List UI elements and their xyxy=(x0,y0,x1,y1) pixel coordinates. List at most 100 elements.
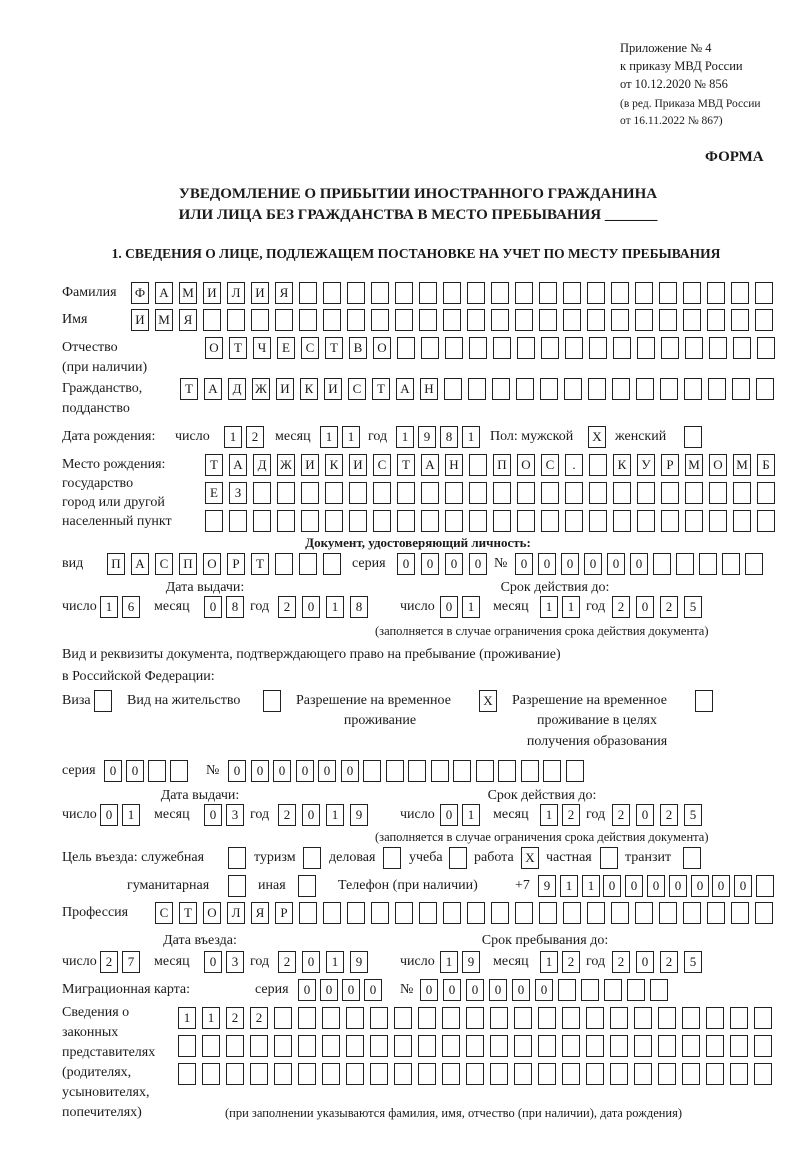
cell-birthplace-1[interactable]: А xyxy=(229,454,247,476)
cell-birthplace-2[interactable] xyxy=(637,482,655,504)
cell-permit-exp-month[interactable]: 2 xyxy=(562,804,580,826)
cell-reps-2[interactable] xyxy=(562,1035,580,1057)
cell-reps-3[interactable] xyxy=(754,1063,772,1085)
cell-reps-3[interactable] xyxy=(274,1063,292,1085)
cell-birthplace-2[interactable] xyxy=(565,482,583,504)
cell-entry-year[interactable]: 2 xyxy=(278,951,296,973)
cell-mig-series[interactable]: 0 xyxy=(364,979,382,1001)
cell-reps-1[interactable] xyxy=(298,1007,316,1029)
cell-profession[interactable] xyxy=(299,902,317,924)
cell-reps-3[interactable] xyxy=(706,1063,724,1085)
cell-doc-kind[interactable]: Т xyxy=(251,553,269,575)
cell-surname[interactable]: М xyxy=(179,282,197,304)
cell-reps-1[interactable] xyxy=(370,1007,388,1029)
cell-doc-number[interactable] xyxy=(699,553,717,575)
cell-reps-1[interactable] xyxy=(754,1007,772,1029)
cell-name[interactable] xyxy=(755,309,773,331)
cell-citizenship[interactable] xyxy=(708,378,726,400)
cell-reps-1[interactable] xyxy=(346,1007,364,1029)
cell-reps-1[interactable] xyxy=(658,1007,676,1029)
cell-citizenship[interactable]: Д xyxy=(228,378,246,400)
cell-name[interactable]: И xyxy=(131,309,149,331)
cell-doc-kind[interactable]: П xyxy=(107,553,125,575)
cell-surname[interactable] xyxy=(659,282,677,304)
cell-name[interactable] xyxy=(203,309,221,331)
cell-birthplace-1[interactable]: М xyxy=(685,454,703,476)
cell-mig-series[interactable]: 0 xyxy=(298,979,316,1001)
cell-reps-3[interactable] xyxy=(202,1063,220,1085)
cell-birthplace-1[interactable]: И xyxy=(301,454,319,476)
cell-entry-year[interactable]: 9 xyxy=(350,951,368,973)
cell-reps-3[interactable] xyxy=(634,1063,652,1085)
cell-birthplace-2[interactable] xyxy=(253,482,271,504)
cell-name[interactable] xyxy=(395,309,413,331)
cell-birthplace-3[interactable] xyxy=(421,510,439,532)
cell-birthplace-1[interactable]: Ж xyxy=(277,454,295,476)
cell-name[interactable] xyxy=(515,309,533,331)
checkbox-purpose-private[interactable] xyxy=(600,847,618,869)
cell-surname[interactable] xyxy=(563,282,581,304)
cell-surname[interactable] xyxy=(683,282,701,304)
checkbox-sex-female[interactable] xyxy=(684,426,702,448)
cell-reps-2[interactable] xyxy=(178,1035,196,1057)
cell-citizenship[interactable] xyxy=(468,378,486,400)
cell-surname[interactable] xyxy=(731,282,749,304)
cell-reps-3[interactable] xyxy=(610,1063,628,1085)
cell-doc-issue-day[interactable]: 6 xyxy=(122,596,140,618)
cell-name[interactable] xyxy=(587,309,605,331)
cell-birthplace-2[interactable] xyxy=(733,482,751,504)
cell-permit-number[interactable] xyxy=(476,760,494,782)
cell-birthplace-1[interactable]: К xyxy=(325,454,343,476)
cell-birthplace-2[interactable]: Е xyxy=(205,482,223,504)
cell-phone[interactable]: 0 xyxy=(691,875,709,897)
cell-profession[interactable] xyxy=(491,902,509,924)
cell-citizenship[interactable] xyxy=(444,378,462,400)
cell-doc-number[interactable]: 0 xyxy=(538,553,556,575)
checkbox-purpose-study[interactable] xyxy=(449,847,467,869)
cell-reps-2[interactable] xyxy=(346,1035,364,1057)
cell-citizenship[interactable]: К xyxy=(300,378,318,400)
cell-permit-number[interactable] xyxy=(386,760,404,782)
cell-doc-number[interactable] xyxy=(676,553,694,575)
cell-stay-year[interactable]: 5 xyxy=(684,951,702,973)
cell-doc-exp-day[interactable]: 1 xyxy=(462,596,480,618)
cell-surname[interactable] xyxy=(323,282,341,304)
cell-permit-exp-year[interactable]: 0 xyxy=(636,804,654,826)
cell-birthplace-2[interactable] xyxy=(517,482,535,504)
cell-doc-kind[interactable]: О xyxy=(203,553,221,575)
cell-doc-issue-month[interactable]: 8 xyxy=(226,596,244,618)
cell-reps-3[interactable] xyxy=(322,1063,340,1085)
cell-profession[interactable]: Т xyxy=(179,902,197,924)
cell-permit-exp-year[interactable]: 2 xyxy=(612,804,630,826)
cell-permit-issue-year[interactable]: 9 xyxy=(350,804,368,826)
cell-birthplace-3[interactable] xyxy=(349,510,367,532)
cell-birthplace-2[interactable] xyxy=(685,482,703,504)
cell-birthplace-2[interactable] xyxy=(541,482,559,504)
cell-reps-3[interactable] xyxy=(442,1063,460,1085)
cell-name[interactable] xyxy=(563,309,581,331)
cell-birthplace-1[interactable]: П xyxy=(493,454,511,476)
cell-birthplace-2[interactable] xyxy=(397,482,415,504)
cell-name[interactable] xyxy=(227,309,245,331)
cell-reps-2[interactable] xyxy=(586,1035,604,1057)
cell-profession[interactable]: Р xyxy=(275,902,293,924)
cell-profession[interactable] xyxy=(539,902,557,924)
cell-doc-kind[interactable] xyxy=(323,553,341,575)
cell-reps-2[interactable] xyxy=(514,1035,532,1057)
cell-birthplace-1[interactable]: А xyxy=(421,454,439,476)
cell-reps-1[interactable] xyxy=(442,1007,460,1029)
cell-doc-number[interactable]: 0 xyxy=(607,553,625,575)
cell-permit-number[interactable]: 0 xyxy=(273,760,291,782)
cell-mig-number[interactable] xyxy=(604,979,622,1001)
cell-reps-2[interactable] xyxy=(226,1035,244,1057)
cell-doc-series[interactable]: 0 xyxy=(445,553,463,575)
cell-surname[interactable] xyxy=(443,282,461,304)
cell-name[interactable] xyxy=(467,309,485,331)
cell-reps-3[interactable] xyxy=(562,1063,580,1085)
cell-citizenship[interactable]: С xyxy=(348,378,366,400)
cell-birthplace-1[interactable]: Т xyxy=(397,454,415,476)
cell-birthplace-3[interactable] xyxy=(637,510,655,532)
cell-name[interactable] xyxy=(323,309,341,331)
cell-surname[interactable] xyxy=(755,282,773,304)
cell-reps-1[interactable] xyxy=(586,1007,604,1029)
